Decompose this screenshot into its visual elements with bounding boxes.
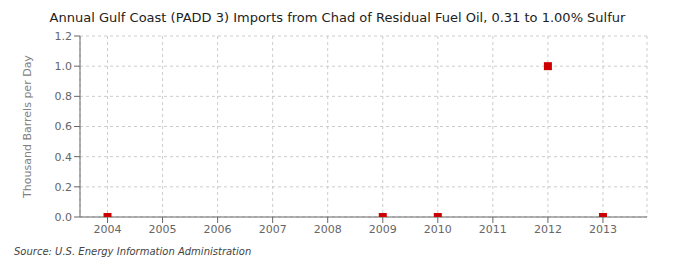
svg-text:1.0: 1.0 <box>55 60 73 73</box>
svg-text:2013: 2013 <box>589 223 617 236</box>
svg-text:Thousand Barrels per Day: Thousand Barrels per Day <box>21 55 34 199</box>
svg-text:0.6: 0.6 <box>55 120 73 133</box>
svg-text:0.2: 0.2 <box>55 181 73 194</box>
svg-text:0.4: 0.4 <box>55 151 73 164</box>
html-text:Annual Gulf Coast (PADD 3) Imp: Annual Gulf Coast (PADD 3) Imports from … <box>49 10 626 25</box>
svg-text:0.0: 0.0 <box>55 211 73 224</box>
svg-text:2005: 2005 <box>149 223 177 236</box>
svg-text:2010: 2010 <box>424 223 452 236</box>
svg-text:2012: 2012 <box>534 223 562 236</box>
svg-text:0.8: 0.8 <box>55 90 73 103</box>
html-text:Source: U.S. Energy Informatio: Source: U.S. Energy Information Administ… <box>14 246 252 257</box>
svg-text:2004: 2004 <box>94 223 122 236</box>
svg-text:2011: 2011 <box>479 223 507 236</box>
svg-text:2007: 2007 <box>259 223 287 236</box>
svg-text:2009: 2009 <box>369 223 397 236</box>
svg-text:1.2: 1.2 <box>55 30 73 43</box>
svg-text:2006: 2006 <box>204 223 232 236</box>
svg-text:2008: 2008 <box>314 223 342 236</box>
